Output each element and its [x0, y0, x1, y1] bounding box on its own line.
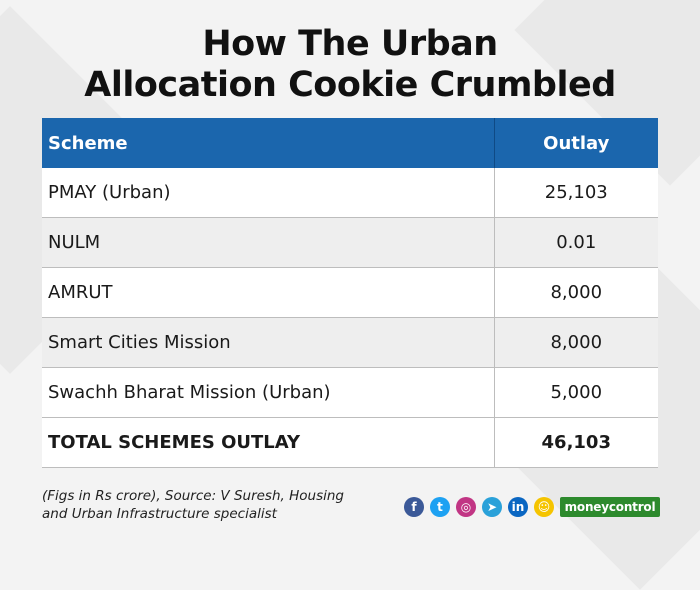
table-header-row: Scheme Outlay — [42, 118, 658, 168]
table-row: Swachh Bharat Mission (Urban) 5,000 — [42, 367, 658, 418]
outlay-cell: 25,103 — [494, 168, 658, 218]
instagram-icon[interactable]: ◎ — [456, 497, 476, 517]
source-footnote: (Figs in Rs crore), Source: V Suresh, Ho… — [42, 487, 362, 523]
outlay-table: Scheme Outlay PMAY (Urban) 25,103 NULM 0… — [42, 118, 658, 468]
scheme-cell: Smart Cities Mission — [42, 317, 495, 368]
twitter-icon[interactable]: t — [430, 497, 450, 517]
table-row: PMAY (Urban) 25,103 — [42, 168, 658, 218]
outlay-cell: 5,000 — [494, 367, 658, 418]
total-label: TOTAL SCHEMES OUTLAY — [42, 417, 495, 468]
outlay-cell: 8,000 — [494, 317, 658, 368]
total-value: 46,103 — [494, 417, 658, 468]
telegram-icon[interactable]: ➤ — [482, 497, 502, 517]
title-line-2: Allocation Cookie Crumbled — [84, 65, 616, 105]
facebook-icon[interactable]: f — [404, 497, 424, 517]
table-row: AMRUT 8,000 — [42, 267, 658, 318]
table-row: Smart Cities Mission 8,000 — [42, 317, 658, 368]
outlay-cell: 8,000 — [494, 267, 658, 318]
scheme-cell: NULM — [42, 217, 495, 268]
footnote-line-1: (Figs in Rs crore), Source: V Suresh, Ho… — [42, 488, 344, 504]
scheme-cell: Swachh Bharat Mission (Urban) — [42, 367, 495, 418]
header-outlay: Outlay — [494, 118, 658, 168]
moneycontrol-logo[interactable]: moneycontrol — [560, 497, 660, 517]
snapchat-icon[interactable]: ☺ — [534, 497, 554, 517]
outlay-cell: 0.01 — [494, 217, 658, 268]
scheme-cell: AMRUT — [42, 267, 495, 318]
table-row: NULM 0.01 — [42, 217, 658, 268]
linkedin-icon[interactable]: in — [508, 497, 528, 517]
footnote-line-2: and Urban Infrastructure specialist — [42, 506, 277, 522]
scheme-cell: PMAY (Urban) — [42, 168, 495, 218]
page-title: How The Urban Allocation Cookie Crumbled — [0, 24, 700, 106]
header-scheme: Scheme — [42, 118, 495, 168]
title-line-1: How The Urban — [202, 24, 498, 64]
total-row: TOTAL SCHEMES OUTLAY 46,103 — [42, 417, 658, 468]
social-links: f t ◎ ➤ in ☺ — [404, 497, 554, 517]
